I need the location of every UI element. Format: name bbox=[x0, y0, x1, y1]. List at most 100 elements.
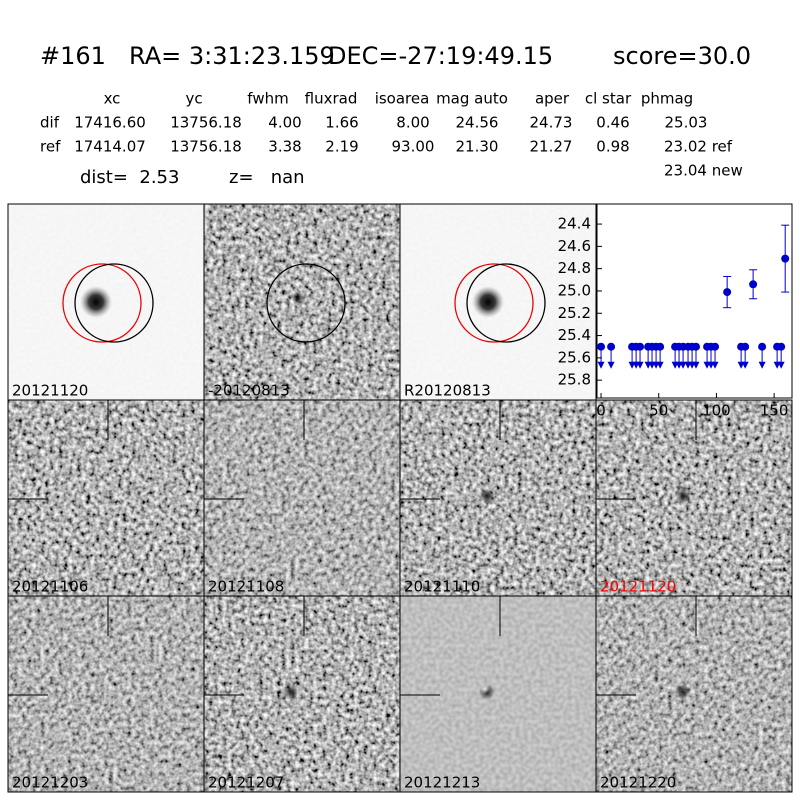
column-header: mag auto bbox=[436, 90, 508, 108]
upper-limit bbox=[758, 342, 767, 369]
plot-area bbox=[596, 203, 793, 399]
column-header: xc bbox=[104, 90, 121, 108]
source-halo bbox=[480, 684, 490, 694]
upper-limit bbox=[656, 342, 665, 369]
image bbox=[400, 596, 596, 792]
limit-point bbox=[777, 342, 786, 351]
y-tick-label: 25.6 bbox=[558, 348, 591, 366]
column-header: fwhm bbox=[247, 90, 288, 108]
cell: 8.00 bbox=[396, 114, 429, 132]
limit-point bbox=[656, 342, 665, 351]
cutout: 20121120 bbox=[595, 399, 793, 597]
cell: 93.00 bbox=[392, 138, 435, 156]
cutout: -20120813 bbox=[203, 203, 401, 401]
point bbox=[723, 288, 732, 297]
title: #161 RA= 3:31:23.159 DEC=-27:19:49.15 sc… bbox=[40, 42, 751, 70]
limit-point bbox=[636, 342, 645, 351]
column-header: fluxrad bbox=[305, 90, 358, 108]
panel-label: 20121220 bbox=[600, 774, 676, 792]
x-tick-label: 0 bbox=[596, 402, 606, 420]
panel-label: -20120813 bbox=[208, 382, 290, 400]
limit-head bbox=[636, 361, 644, 369]
limit-head bbox=[777, 361, 785, 369]
source bbox=[479, 488, 495, 504]
cell: 21.27 bbox=[530, 138, 573, 156]
image bbox=[596, 596, 792, 792]
limit-head bbox=[679, 361, 687, 369]
dec: DEC=-27:19:49.15 bbox=[328, 42, 553, 70]
y-tick-label: 24.8 bbox=[558, 259, 591, 277]
x-tick-label: 50 bbox=[649, 402, 668, 420]
upper-limit bbox=[597, 342, 606, 369]
cell: 13756.18 bbox=[170, 138, 242, 156]
cutout: 20121213 bbox=[399, 595, 597, 793]
point bbox=[749, 280, 758, 289]
light-curve: 24.4 24.6 24.8 25.0 25.2 25.4 25.6 25.8 0 50 100 15… bbox=[558, 203, 793, 420]
cell: 23.02 ref bbox=[664, 138, 733, 156]
image bbox=[204, 596, 400, 792]
limit-point bbox=[607, 342, 616, 351]
source bbox=[675, 684, 691, 700]
upper-limit bbox=[607, 342, 616, 369]
cell: 21.30 bbox=[456, 138, 499, 156]
limit-head bbox=[607, 361, 615, 369]
y-tick-label: 25.2 bbox=[558, 304, 591, 322]
column-header: aper bbox=[535, 90, 570, 108]
y-tick-label: 24.6 bbox=[558, 237, 591, 255]
image bbox=[400, 400, 596, 596]
column-header: cl star bbox=[585, 90, 632, 108]
stats-table: xc yc fwhm fluxrad isoarea mag auto aper cl sta… bbox=[40, 90, 733, 156]
row-label: dif bbox=[40, 114, 60, 132]
upper-limit bbox=[741, 342, 750, 369]
y-tick-label: 25.8 bbox=[558, 371, 591, 389]
object-id: #161 bbox=[40, 42, 106, 70]
panel-label: 20121203 bbox=[12, 774, 88, 792]
limit-head bbox=[692, 361, 700, 369]
image bbox=[596, 400, 792, 596]
limit-head bbox=[656, 361, 664, 369]
cell: 13756.18 bbox=[170, 114, 242, 132]
limit-point bbox=[758, 342, 767, 351]
y-tick-label: 25.4 bbox=[558, 326, 591, 344]
point bbox=[781, 254, 790, 263]
limit-point bbox=[741, 342, 750, 351]
circle bbox=[466, 263, 546, 343]
circle bbox=[266, 263, 346, 343]
phmag-new: 23.04 new bbox=[664, 162, 743, 180]
cell: 24.73 bbox=[530, 114, 573, 132]
cell: 25.03 bbox=[665, 114, 708, 132]
panel-label: 20121106 bbox=[12, 578, 88, 596]
image bbox=[8, 400, 204, 596]
source bbox=[80, 286, 112, 318]
frame bbox=[595, 595, 793, 793]
cutout: 20121220 bbox=[595, 595, 793, 793]
column-header: yc bbox=[185, 90, 202, 108]
panels: 20121120 -20120813 R20120813 20121106 201211… bbox=[7, 203, 793, 793]
cutout: 20121120 bbox=[7, 203, 205, 401]
cell: 1.66 bbox=[325, 114, 358, 132]
column-header: isoarea bbox=[375, 90, 430, 108]
cell: 17414.07 bbox=[74, 138, 146, 156]
cutout: 20121110 bbox=[399, 399, 597, 597]
upper-limit bbox=[777, 342, 786, 369]
limit-head bbox=[597, 361, 605, 369]
image bbox=[8, 596, 204, 792]
cell: 2.19 bbox=[325, 138, 358, 156]
upper-limit bbox=[711, 342, 720, 369]
upper-limit bbox=[692, 342, 700, 369]
cell: 0.46 bbox=[596, 114, 629, 132]
cell: 3.38 bbox=[268, 138, 301, 156]
x-tick-label: 150 bbox=[760, 402, 789, 420]
cell: 0.98 bbox=[596, 138, 629, 156]
source bbox=[675, 488, 691, 504]
limit-point bbox=[692, 342, 700, 351]
limit-point bbox=[597, 342, 606, 351]
cell: 24.56 bbox=[456, 114, 499, 132]
ref-circle bbox=[454, 263, 534, 343]
limit-point bbox=[711, 342, 720, 351]
row-label: ref bbox=[40, 138, 61, 156]
panel-label: 20121108 bbox=[208, 578, 284, 596]
panel-label: 20121120 bbox=[12, 382, 88, 400]
y-tick-label: 24.4 bbox=[558, 215, 591, 233]
